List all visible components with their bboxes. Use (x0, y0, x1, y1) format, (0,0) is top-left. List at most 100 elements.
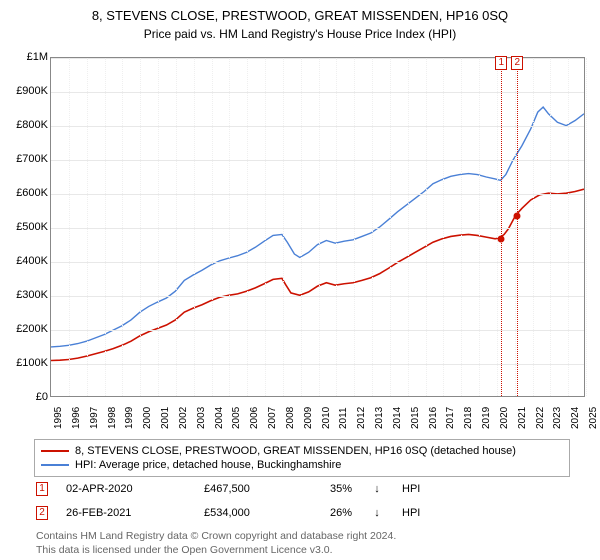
x-tick-label: 2014 (392, 407, 403, 429)
legend-label: HPI: Average price, detached house, Buck… (75, 459, 341, 471)
x-tick-label: 2021 (517, 407, 528, 429)
sale-date: 02-APR-2020 (66, 483, 186, 495)
gridline-h (51, 160, 584, 161)
gridline-v (158, 58, 159, 396)
chart-title: 8, STEVENS CLOSE, PRESTWOOD, GREAT MISSE… (0, 0, 600, 23)
sale-pct: 35% (302, 483, 352, 495)
x-tick-label: 1997 (89, 407, 100, 429)
x-tick-label: 2001 (160, 407, 171, 429)
x-tick-label: 2013 (374, 407, 385, 429)
bottom-section: 8, STEVENS CLOSE, PRESTWOOD, GREAT MISSE… (0, 439, 600, 557)
down-arrow-icon: ↓ (370, 483, 384, 495)
x-tick-label: 2006 (249, 407, 260, 429)
sale-price: £534,000 (204, 507, 284, 519)
sale-row: 226-FEB-2021£534,00026%↓HPI (34, 501, 570, 525)
y-tick-label: £500K (2, 221, 48, 233)
gridline-v (568, 58, 569, 396)
series-property (51, 189, 584, 360)
gridline-h (51, 262, 584, 263)
event-marker-1: 1 (495, 56, 507, 70)
x-tick-label: 2019 (481, 407, 492, 429)
chart-container: 8, STEVENS CLOSE, PRESTWOOD, GREAT MISSE… (0, 0, 600, 560)
y-tick-label: £700K (2, 153, 48, 165)
gridline-v (390, 58, 391, 396)
sale-suffix: HPI (402, 483, 420, 495)
y-tick-label: £200K (2, 323, 48, 335)
gridline-v (105, 58, 106, 396)
legend-label: 8, STEVENS CLOSE, PRESTWOOD, GREAT MISSE… (75, 445, 516, 457)
gridline-v (194, 58, 195, 396)
legend-row: 8, STEVENS CLOSE, PRESTWOOD, GREAT MISSE… (41, 444, 563, 458)
x-tick-label: 2017 (445, 407, 456, 429)
gridline-v (479, 58, 480, 396)
gridline-v (140, 58, 141, 396)
gridline-v (283, 58, 284, 396)
gridline-v (69, 58, 70, 396)
sale-suffix: HPI (402, 507, 420, 519)
gridline-v (408, 58, 409, 396)
sale-pct: 26% (302, 507, 352, 519)
x-tick-label: 2005 (231, 407, 242, 429)
gridline-v (212, 58, 213, 396)
legend-swatch (41, 464, 69, 466)
sale-row: 102-APR-2020£467,50035%↓HPI (34, 477, 570, 501)
gridline-v (497, 58, 498, 396)
gridline-h (51, 126, 584, 127)
y-tick-label: £0 (2, 391, 48, 403)
x-tick-label: 2008 (285, 407, 296, 429)
y-tick-label: £400K (2, 255, 48, 267)
x-tick-label: 2000 (142, 407, 153, 429)
x-tick-label: 2011 (338, 407, 349, 429)
event-dot-1 (498, 236, 505, 243)
y-tick-label: £900K (2, 85, 48, 97)
footer-note: Contains HM Land Registry data © Crown c… (34, 525, 570, 557)
legend-swatch (41, 450, 69, 452)
gridline-v (247, 58, 248, 396)
x-tick-label: 2025 (588, 407, 599, 429)
legend-box: 8, STEVENS CLOSE, PRESTWOOD, GREAT MISSE… (34, 439, 570, 477)
gridline-v (229, 58, 230, 396)
x-tick-label: 2007 (267, 407, 278, 429)
y-tick-label: £100K (2, 357, 48, 369)
x-tick-label: 1999 (124, 407, 135, 429)
event-line-1 (501, 58, 502, 396)
x-tick-label: 2015 (410, 407, 421, 429)
y-tick-label: £800K (2, 119, 48, 131)
x-tick-label: 1998 (107, 407, 118, 429)
x-tick-label: 2002 (178, 407, 189, 429)
footer-line-1: Contains HM Land Registry data © Crown c… (36, 529, 568, 543)
x-tick-label: 2004 (214, 407, 225, 429)
gridline-v (586, 58, 587, 396)
gridline-v (336, 58, 337, 396)
gridline-v (319, 58, 320, 396)
x-tick-label: 2003 (196, 407, 207, 429)
sales-list: 102-APR-2020£467,50035%↓HPI226-FEB-2021£… (34, 477, 570, 525)
gridline-h (51, 228, 584, 229)
gridline-v (515, 58, 516, 396)
x-tick-label: 2009 (303, 407, 314, 429)
x-tick-label: 1995 (53, 407, 64, 429)
x-tick-label: 2010 (321, 407, 332, 429)
y-tick-label: £600K (2, 187, 48, 199)
event-line-2 (517, 58, 518, 396)
down-arrow-icon: ↓ (370, 507, 384, 519)
gridline-v (265, 58, 266, 396)
gridline-v (461, 58, 462, 396)
x-tick-label: 1996 (71, 407, 82, 429)
x-tick-label: 2018 (463, 407, 474, 429)
gridline-v (372, 58, 373, 396)
gridline-v (426, 58, 427, 396)
gridline-h (51, 330, 584, 331)
chart-area: 12 £0£100K£200K£300K£400K£500K£600K£700K… (0, 47, 600, 437)
gridline-v (87, 58, 88, 396)
gridline-v (550, 58, 551, 396)
series-hpi (51, 107, 584, 347)
gridline-h (51, 92, 584, 93)
sale-date: 26-FEB-2021 (66, 507, 186, 519)
gridline-v (301, 58, 302, 396)
gridline-v (176, 58, 177, 396)
event-marker-2: 2 (511, 56, 523, 70)
x-tick-label: 2024 (570, 407, 581, 429)
gridline-v (354, 58, 355, 396)
event-dot-2 (514, 213, 521, 220)
